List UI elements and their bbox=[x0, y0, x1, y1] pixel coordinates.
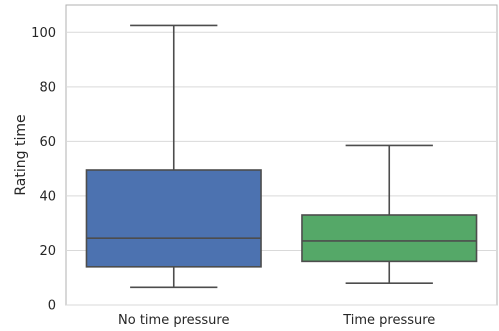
y-tick-labels: 0 20 40 60 80 100 bbox=[31, 26, 56, 314]
iqr-box bbox=[301, 214, 478, 263]
iqr-box bbox=[85, 169, 262, 268]
y-tick-label-80: 80 bbox=[39, 80, 56, 95]
x-tick-label-2: Time pressure bbox=[342, 313, 435, 328]
y-tick-label-40: 40 bbox=[39, 189, 56, 204]
box-1 bbox=[85, 24, 262, 289]
y-axis-label: Rating time bbox=[13, 114, 29, 195]
y-tick-label-60: 60 bbox=[39, 135, 56, 150]
y-tick-label-20: 20 bbox=[39, 244, 56, 259]
box-2 bbox=[301, 144, 478, 284]
x-tick-labels: No time pressure Time pressure bbox=[118, 313, 435, 328]
y-tick-label-0: 0 bbox=[48, 299, 56, 314]
boxes bbox=[85, 24, 478, 289]
y-tick-label-100: 100 bbox=[31, 26, 56, 41]
x-tick-label-1: No time pressure bbox=[118, 313, 229, 328]
